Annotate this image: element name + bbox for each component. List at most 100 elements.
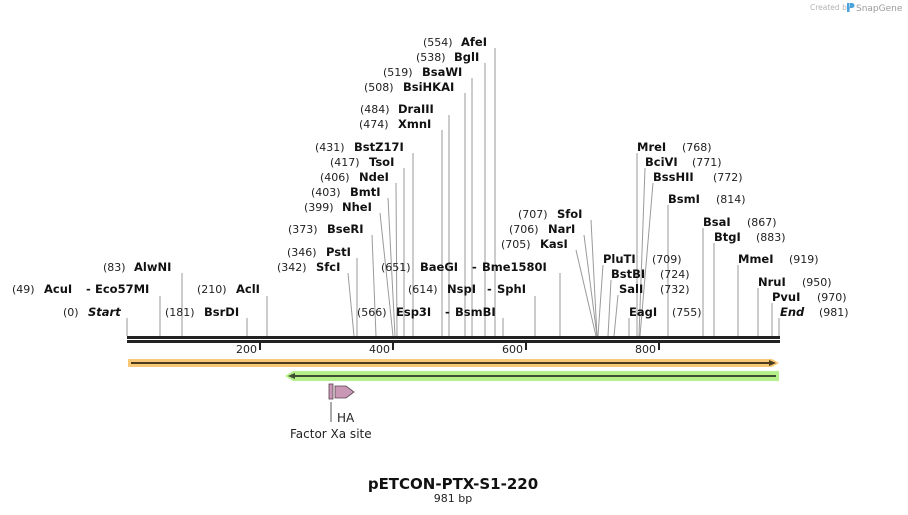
site-afei[interactable]: (554) AfeI <box>423 35 487 49</box>
site-acli[interactable]: (210) AclI <box>197 282 260 296</box>
site-name: EagI <box>629 305 657 319</box>
site-bmti[interactable]: (403) BmtI <box>311 185 381 199</box>
site-position: (768) <box>682 141 712 154</box>
site-xmni[interactable]: (474) XmnI <box>359 117 431 131</box>
site-name: TsoI <box>369 155 394 169</box>
factor-xa-site-feature[interactable]: Factor Xa site <box>290 383 372 441</box>
snapgene-watermark[interactable]: Created by SnapGene <box>810 3 903 14</box>
tick-200 <box>259 342 261 350</box>
site-nrui[interactable]: NruI (950) <box>758 275 832 289</box>
site-sfoi[interactable]: (707) SfoI <box>518 207 582 221</box>
site-bsmi[interactable]: BsmI (814) <box>668 192 746 206</box>
site-position: (403) <box>311 186 341 199</box>
site-position: (724) <box>660 268 690 281</box>
site-bsawi[interactable]: (519) BsaWI <box>383 65 462 79</box>
tick-label-600: 600 <box>502 343 523 356</box>
site-position: (614) <box>408 283 438 296</box>
site-bstz17i[interactable]: (431) BstZ17I <box>315 140 404 154</box>
site-name: SfoI <box>557 207 582 221</box>
site-eagi[interactable]: EagI (755) <box>629 305 702 319</box>
site-bcivi[interactable]: BciVI (771) <box>645 155 722 169</box>
site-mrei[interactable]: MreI (768) <box>637 140 712 154</box>
site-name: PstI <box>326 245 351 259</box>
site-name: PvuI <box>772 290 800 304</box>
site-psti[interactable]: (346) PstI <box>287 245 351 259</box>
leader-sfoi <box>590 219 598 337</box>
site-bstbi[interactable]: BstBI (724) <box>611 267 690 281</box>
leader-sfci <box>347 272 355 337</box>
top-strand <box>127 336 780 339</box>
site-nspi[interactable]: (614) NspI - SphI <box>408 282 526 296</box>
site-position: (346) <box>287 246 317 259</box>
dna-backbone[interactable] <box>127 336 780 343</box>
site-name: BseRI <box>327 222 364 236</box>
site-esp3i[interactable]: (566) Esp3I - BsmBI <box>357 305 496 319</box>
arrow-right-icon <box>769 360 776 366</box>
site-bsshii[interactable]: BssHII (772) <box>653 170 743 184</box>
leader-bseri <box>371 234 377 337</box>
site-position: (705) <box>501 238 531 251</box>
site-bsrdi[interactable]: (181) BsrDI <box>165 305 239 319</box>
site-kasi[interactable]: (705) KasI <box>501 237 568 251</box>
site-bsai[interactable]: BsaI (867) <box>703 215 777 229</box>
site-bseri[interactable]: (373) BseRI <box>288 222 364 236</box>
site-position: (417) <box>330 156 360 169</box>
site-btgi[interactable]: BtgI (883) <box>714 230 786 244</box>
ha-feature[interactable]: HA <box>334 385 355 425</box>
site-nhei[interactable]: (399) NheI <box>304 200 372 214</box>
site-separator: - <box>472 260 477 274</box>
leader-lines <box>126 48 780 337</box>
site-start[interactable]: (0) Start <box>63 305 121 319</box>
site-mmei[interactable]: MmeI (919) <box>738 252 819 266</box>
site-position: (484) <box>360 103 390 116</box>
site-acui[interactable]: (49) AcuI - Eco57MI <box>12 282 149 296</box>
tick-label-400: 400 <box>369 343 390 356</box>
site-bsihkai[interactable]: (508) BsiHKAI <box>364 80 454 94</box>
site-name: KasI <box>540 237 568 251</box>
site-name: MmeI <box>738 252 774 266</box>
site-position: (554) <box>423 36 453 49</box>
site-tsoi[interactable]: (417) TsoI <box>330 155 394 169</box>
site-position: (508) <box>364 81 394 94</box>
site-name: BssHII <box>653 170 694 184</box>
leader-pluti <box>597 264 604 337</box>
snapgene-logo-icon <box>847 3 855 12</box>
site-separator: - <box>445 305 450 319</box>
site-alwni[interactable]: (83) AlwNI <box>103 260 171 274</box>
site-sali[interactable]: SalI (732) <box>619 282 690 296</box>
site-pvui[interactable]: PvuI (970) <box>772 290 847 304</box>
site-position: (519) <box>383 66 413 79</box>
site-alt-name: Eco57MI <box>95 282 149 296</box>
site-draiii[interactable]: (484) DraIII <box>360 102 434 116</box>
orange-forward-feature[interactable] <box>128 359 779 367</box>
site-position: (210) <box>197 283 227 296</box>
site-end[interactable]: End (981) <box>780 305 849 319</box>
site-name: BglI <box>454 50 479 64</box>
site-name: NspI <box>447 282 476 296</box>
tick-label-800: 800 <box>635 343 656 356</box>
site-ndei[interactable]: (406) NdeI <box>320 170 389 184</box>
leader-bsshii <box>639 182 654 337</box>
site-name: BciVI <box>645 155 678 169</box>
site-position: (981) <box>819 306 849 319</box>
site-name: PluTI <box>603 252 636 266</box>
leader-nari <box>583 234 598 337</box>
created-by-text: Created by <box>810 3 852 12</box>
site-position: (867) <box>747 216 777 229</box>
site-name: BsaI <box>703 215 731 229</box>
site-pluti[interactable]: PluTI (709) <box>603 252 682 266</box>
factor-xa-label: Factor Xa site <box>290 427 372 441</box>
map-length: 981 bp <box>434 492 472 505</box>
site-bgli[interactable]: (538) BglI <box>416 50 479 64</box>
site-name: BtgI <box>714 230 741 244</box>
site-position: (709) <box>652 253 682 266</box>
site-position: (814) <box>716 193 746 206</box>
site-nari[interactable]: (706) NarI <box>509 222 575 236</box>
site-sfci[interactable]: (342) SfcI <box>277 260 340 274</box>
leader-bmti <box>387 197 396 337</box>
site-alt-name: SphI <box>497 282 526 296</box>
site-baegi[interactable]: (651) BaeGI - Bme1580I <box>381 260 547 274</box>
green-reverse-feature[interactable] <box>285 371 779 381</box>
site-name: BsmI <box>668 192 700 206</box>
